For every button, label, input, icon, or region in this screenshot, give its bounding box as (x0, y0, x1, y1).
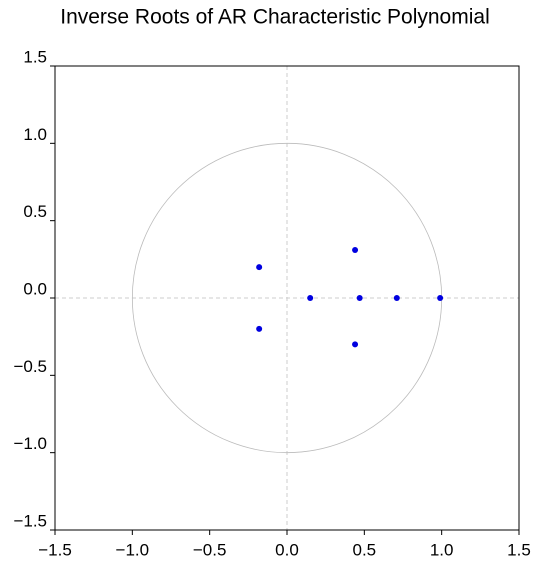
y-tick-label: 0.0 (23, 279, 47, 298)
x-tick-label: 0.5 (353, 540, 377, 559)
root-point (352, 341, 359, 348)
root-point (437, 295, 444, 301)
root-point (352, 247, 359, 254)
x-tick-label: −1.0 (116, 540, 150, 559)
root-point (356, 295, 363, 301)
root-point (393, 295, 400, 301)
y-tick-label: 1.0 (23, 125, 47, 144)
y-tick-label: −1.0 (13, 434, 47, 453)
x-tick-label: 1.5 (507, 540, 531, 559)
y-tick-label: 1.5 (23, 47, 47, 66)
root-point (256, 325, 263, 332)
y-tick-label: 0.5 (23, 202, 47, 221)
x-tick-label: −0.5 (193, 540, 227, 559)
y-tick-label: −0.5 (13, 357, 47, 376)
y-tick-label: −1.5 (13, 511, 47, 530)
x-tick-label: 1.0 (430, 540, 454, 559)
root-point (307, 295, 314, 301)
x-tick-label: 0.0 (275, 540, 299, 559)
root-point (256, 264, 263, 271)
chart-title: Inverse Roots of AR Characteristic Polyn… (60, 6, 490, 29)
x-tick-label: −1.5 (38, 540, 72, 559)
